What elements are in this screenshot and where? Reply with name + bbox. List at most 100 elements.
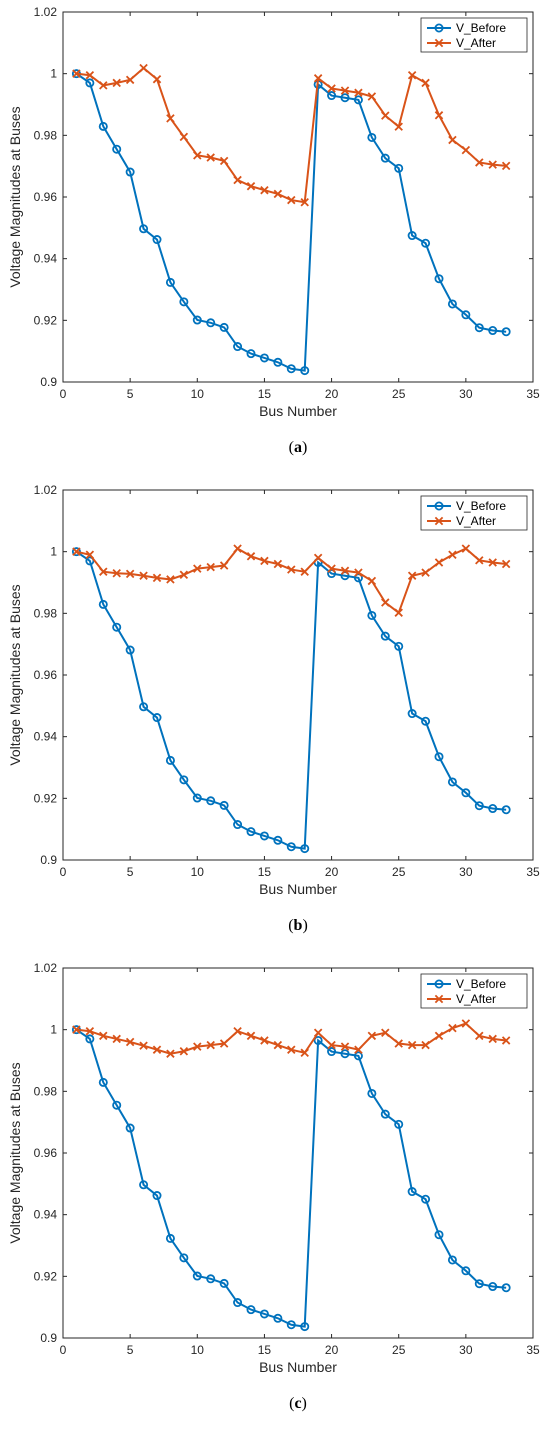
data-point (273, 357, 283, 367)
data-point (488, 558, 497, 567)
data-point (179, 570, 189, 580)
data-point (85, 70, 95, 80)
data-point (165, 755, 175, 765)
x-tick-label: 25 (392, 865, 406, 879)
data-point (300, 1048, 309, 1058)
y-tick-label: 0.92 (34, 791, 58, 805)
data-point (166, 575, 175, 584)
data-point (125, 75, 135, 85)
x-tick-label: 0 (60, 865, 67, 879)
data-point (367, 132, 377, 142)
data-point (461, 1019, 471, 1028)
data-point (488, 160, 497, 169)
data-point (381, 111, 390, 120)
data-point (259, 831, 269, 841)
series-line (76, 66, 507, 204)
data-point (340, 86, 350, 95)
x-axis-label: Bus Number (259, 403, 337, 419)
data-point (448, 135, 457, 145)
data-point (327, 564, 336, 573)
caption-open: ( (289, 1395, 294, 1412)
data-point (394, 163, 404, 173)
data-point (434, 111, 444, 120)
series-v-before (71, 69, 511, 376)
data-point (193, 564, 202, 573)
data-point (273, 835, 283, 845)
data-point (421, 568, 430, 577)
caption-open: ( (289, 439, 294, 456)
x-tick-label: 0 (60, 387, 67, 401)
data-point (327, 91, 337, 101)
y-tick-label: 0.9 (40, 1331, 57, 1345)
data-point (300, 366, 310, 376)
data-point (448, 550, 457, 559)
data-point (273, 1313, 283, 1323)
data-point (99, 567, 108, 576)
data-point (421, 1194, 431, 1204)
data-point (381, 598, 390, 607)
data-point (421, 238, 431, 248)
legend-marker (434, 979, 444, 989)
data-point (152, 74, 162, 84)
data-point (313, 74, 323, 83)
data-point (125, 569, 135, 579)
data-point (501, 1036, 511, 1045)
data-point (340, 1042, 350, 1051)
data-point (488, 1282, 498, 1292)
data-point (273, 189, 283, 199)
x-tick-label: 0 (60, 1343, 67, 1357)
data-point (72, 1025, 81, 1034)
x-tick-label: 35 (526, 1343, 540, 1357)
series-v-after (72, 63, 511, 207)
data-point (125, 645, 135, 655)
data-point (179, 1253, 189, 1263)
data-point (447, 299, 457, 309)
data-point (407, 709, 417, 719)
data-point (112, 78, 121, 88)
y-tick-label: 0.9 (40, 375, 57, 389)
x-tick-label: 10 (191, 865, 205, 879)
data-point (380, 1109, 390, 1119)
y-axis-label: Voltage Magnitudes at Buses (7, 106, 23, 287)
y-tick-label: 0.92 (34, 313, 58, 327)
x-axis-label: Bus Number (259, 881, 337, 897)
legend-entry: V_After (456, 992, 496, 1006)
x-tick-label: 30 (459, 865, 473, 879)
caption-open: ( (288, 917, 293, 934)
data-point (193, 151, 202, 160)
data-point (501, 805, 511, 815)
y-tick-label: 0.94 (34, 1208, 58, 1222)
data-point (421, 78, 430, 88)
legend-marker (434, 516, 444, 526)
data-point (287, 1045, 296, 1054)
caption-letter: a (294, 439, 302, 456)
data-point (313, 1035, 323, 1045)
data-point (447, 777, 457, 787)
data-point (139, 63, 148, 73)
data-point (474, 1279, 484, 1289)
data-point (407, 231, 417, 241)
data-point (407, 1187, 417, 1197)
legend-entry: V_Before (456, 977, 506, 991)
data-point (179, 132, 189, 142)
data-point (233, 1298, 243, 1308)
data-point (286, 364, 296, 374)
data-point (259, 353, 269, 363)
data-point (300, 844, 310, 854)
data-point (206, 562, 215, 572)
data-point (354, 88, 363, 98)
data-point (219, 156, 229, 166)
data-point (461, 310, 471, 320)
data-point (448, 1023, 457, 1033)
data-point (152, 235, 162, 245)
y-tick-label: 0.94 (34, 730, 58, 744)
data-point (340, 93, 350, 103)
data-point (246, 349, 256, 359)
y-tick-label: 1.02 (34, 5, 58, 19)
x-tick-label: 20 (325, 387, 339, 401)
y-tick-label: 1.02 (34, 483, 58, 497)
caption-close: ) (302, 917, 307, 934)
data-point (206, 1040, 215, 1050)
data-point (461, 145, 471, 155)
data-point (394, 1119, 404, 1129)
